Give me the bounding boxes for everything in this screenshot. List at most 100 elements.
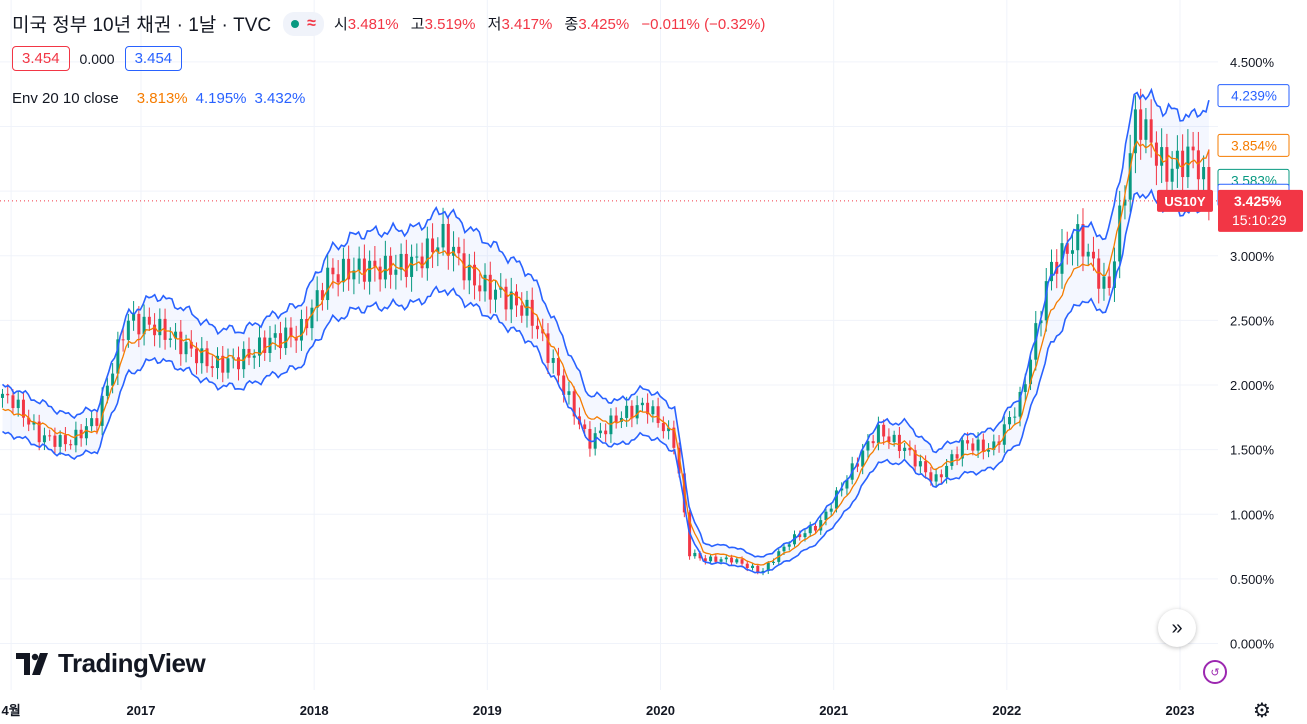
candle-body	[845, 479, 849, 489]
candle-body	[210, 366, 214, 369]
candle-body	[709, 556, 713, 562]
candle-body	[740, 559, 744, 564]
candle-body	[535, 325, 539, 330]
candle-body	[981, 439, 985, 452]
buy-price-button[interactable]: 3.454	[124, 46, 183, 71]
x-tick-label: 2022	[992, 703, 1021, 718]
candle-body	[840, 488, 844, 491]
candle-body	[294, 337, 298, 341]
candle-body	[483, 274, 487, 292]
candle-body	[105, 385, 109, 396]
last-price-badge: US10Y 3.425% 15:10:29	[1157, 189, 1303, 232]
candle-body	[116, 339, 120, 374]
replay-icon[interactable]: ↺	[1203, 660, 1227, 684]
candle-body	[331, 267, 335, 275]
candle-body	[966, 440, 970, 444]
candle-body	[1144, 119, 1148, 140]
candle-body	[184, 341, 188, 355]
candle-body	[887, 436, 891, 443]
candle-body	[703, 558, 707, 562]
envelope-lower-line	[2, 188, 1210, 574]
candle-body	[572, 391, 576, 417]
order-buttons: 3.454 0.000 3.454	[12, 46, 183, 71]
candle-body	[667, 427, 671, 432]
candle-body	[1044, 281, 1048, 321]
candle-body	[656, 406, 660, 424]
candle-body	[714, 556, 718, 562]
candle-body	[457, 246, 461, 254]
candle-body	[509, 291, 513, 310]
candle-body	[562, 375, 566, 395]
candle-body	[48, 435, 52, 437]
candle-body	[257, 337, 261, 356]
y-tick-label: 0.500%	[1230, 572, 1275, 587]
candle-body	[383, 255, 387, 280]
candle-body	[625, 405, 629, 418]
candle-body	[855, 463, 859, 467]
candle-body	[640, 402, 644, 406]
candle-body	[32, 421, 36, 425]
candle-body	[84, 426, 88, 439]
candle-body	[924, 461, 928, 473]
candle-body	[37, 421, 41, 443]
candle-body	[1196, 150, 1200, 180]
candle-body	[252, 355, 256, 358]
high-label: 고	[410, 16, 425, 33]
candle-body	[389, 255, 393, 275]
sell-price-button[interactable]: 3.454	[12, 46, 70, 71]
candle-body	[1023, 384, 1027, 392]
market-status-pill[interactable]: ≈	[283, 11, 324, 36]
watermark-text: TradingView	[58, 648, 206, 678]
candle-body	[551, 357, 555, 363]
candle-body	[326, 267, 330, 301]
candle-body	[661, 423, 665, 432]
close-value: 3.425%	[578, 16, 630, 33]
candle-body	[368, 260, 372, 282]
x-axis: 4월 2017 2018 2019 2020 2021 2022 2023	[2, 703, 1195, 718]
candle-body	[467, 264, 471, 281]
y-tick-label: 2.500%	[1230, 313, 1275, 328]
gear-icon[interactable]: ⚙	[1253, 700, 1271, 722]
candle-body	[441, 223, 445, 248]
candle-body	[882, 424, 886, 437]
candle-body	[1076, 224, 1080, 251]
indicator-title[interactable]: Env 20 10 close	[12, 90, 119, 107]
candle-body	[1102, 276, 1106, 289]
candle-body	[158, 318, 162, 336]
candle-body	[1097, 258, 1101, 289]
x-tick-label: 2023	[1166, 703, 1195, 718]
candle-body	[861, 450, 865, 467]
candle-body	[960, 440, 964, 459]
candle-body	[929, 472, 933, 482]
candle-body	[1133, 109, 1137, 154]
candle-body	[237, 357, 241, 370]
candle-body	[876, 424, 880, 444]
candle-body	[90, 418, 94, 427]
candle-body	[813, 525, 817, 531]
candle-body	[242, 348, 246, 370]
high-value: 3.519%	[424, 16, 476, 33]
symbol-title[interactable]: 미국 정부 10년 채권 · 1날 · TVC	[12, 15, 272, 36]
candle-body	[179, 331, 183, 355]
tradingview-logo[interactable]: TradingView	[16, 648, 206, 679]
candle-body	[520, 305, 524, 316]
candle-body	[1170, 168, 1174, 182]
candle-body	[1060, 243, 1064, 274]
scroll-to-realtime-button[interactable]: »	[1158, 609, 1196, 647]
candle-body	[100, 395, 104, 426]
candle-body	[630, 405, 634, 419]
indicator-legend[interactable]: Env 20 10 close 3.813% 4.195% 3.432%	[12, 90, 313, 107]
symbol-legend: 미국 정부 10년 채권 · 1날 · TVC ≈ 시3.481% 고3.519…	[12, 10, 765, 37]
candle-body	[478, 285, 482, 292]
grid	[0, 0, 1218, 690]
market-open-dot-icon	[291, 19, 300, 28]
candle-body	[719, 559, 723, 562]
candle-body	[987, 449, 991, 452]
candle-body	[992, 441, 996, 450]
candle-body	[1091, 251, 1095, 259]
candle-body	[598, 430, 602, 434]
candle-body	[42, 435, 46, 443]
axis-badge-box	[1217, 84, 1290, 108]
candle-body	[1191, 146, 1195, 151]
